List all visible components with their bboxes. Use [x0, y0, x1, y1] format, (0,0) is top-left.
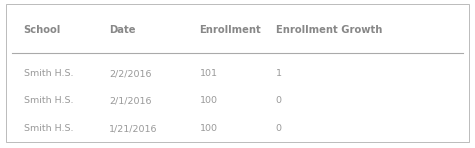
Text: 1: 1 — [276, 70, 282, 78]
Text: School: School — [24, 25, 61, 35]
Text: 101: 101 — [200, 70, 218, 78]
Text: 100: 100 — [200, 124, 218, 133]
Text: 100: 100 — [200, 96, 218, 105]
Text: Smith H.S.: Smith H.S. — [24, 96, 73, 105]
Text: 1/21/2016: 1/21/2016 — [109, 124, 158, 133]
Text: Smith H.S.: Smith H.S. — [24, 124, 73, 133]
Text: 0: 0 — [276, 124, 282, 133]
Text: Enrollment Growth: Enrollment Growth — [276, 25, 382, 35]
Text: 0: 0 — [276, 96, 282, 105]
Text: Enrollment: Enrollment — [200, 25, 261, 35]
FancyBboxPatch shape — [6, 4, 469, 142]
Text: Smith H.S.: Smith H.S. — [24, 70, 73, 78]
Text: 2/1/2016: 2/1/2016 — [109, 96, 152, 105]
Text: Date: Date — [109, 25, 136, 35]
Text: 2/2/2016: 2/2/2016 — [109, 70, 152, 78]
